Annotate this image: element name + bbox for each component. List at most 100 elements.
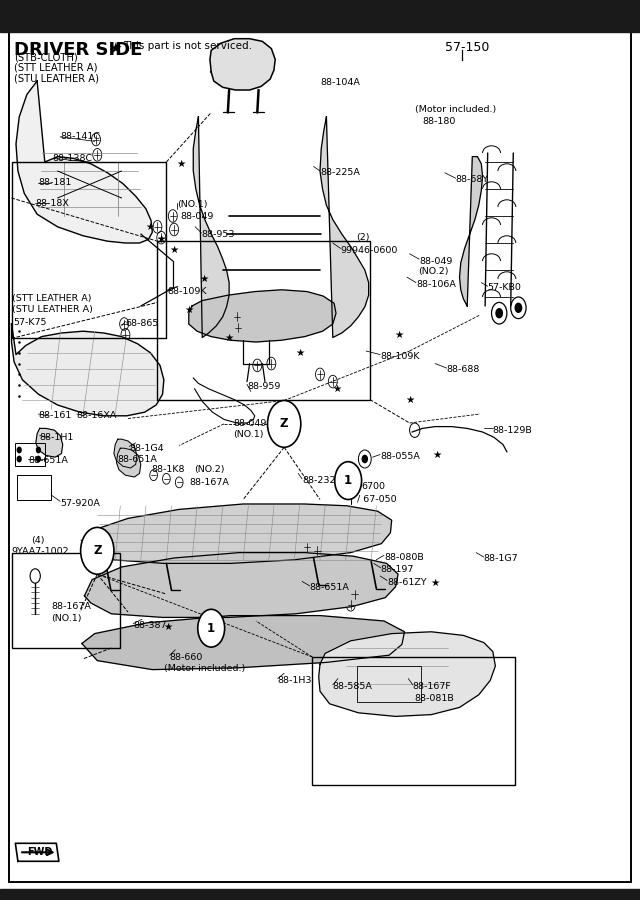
Text: 88-1K8: 88-1K8 [151, 465, 184, 474]
Text: (4): (4) [31, 536, 44, 544]
Circle shape [36, 447, 40, 453]
Polygon shape [114, 439, 137, 468]
Text: ★: ★ [145, 221, 154, 232]
Text: 88-660: 88-660 [170, 652, 203, 662]
Text: ★: ★ [157, 234, 166, 245]
Text: 88-18X: 88-18X [35, 199, 69, 208]
Text: ★: ★ [405, 394, 414, 405]
Polygon shape [90, 504, 392, 563]
Text: 88-109K: 88-109K [380, 352, 420, 361]
Text: (NO.2): (NO.2) [418, 267, 449, 276]
Circle shape [81, 527, 114, 574]
Polygon shape [193, 117, 229, 338]
Text: ★: ★ [164, 622, 173, 633]
Text: 88-1H3: 88-1H3 [278, 676, 312, 685]
Bar [15, 443, 45, 466]
Text: (NO.1): (NO.1) [233, 430, 264, 439]
Text: (Motor included.): (Motor included.) [164, 664, 245, 673]
Text: 88-049: 88-049 [419, 256, 452, 266]
Circle shape [17, 447, 21, 453]
Text: 88-959: 88-959 [247, 382, 280, 391]
Bar [12, 162, 166, 338]
Text: ★: ★ [184, 304, 193, 315]
Text: 88-16XA: 88-16XA [77, 411, 117, 420]
Bar [357, 666, 421, 702]
Text: 88-141C: 88-141C [60, 132, 100, 141]
Text: 88-109K: 88-109K [168, 287, 207, 296]
Circle shape [198, 609, 225, 647]
Bar [0, 889, 640, 900]
Polygon shape [460, 157, 483, 306]
Text: (STU LEATHER A): (STU LEATHER A) [14, 74, 99, 84]
Bar [17, 475, 51, 500]
Text: ★: ★ [108, 41, 121, 57]
Text: 1: 1 [207, 622, 215, 634]
Text: 88-138C: 88-138C [52, 154, 93, 163]
Text: 88-61ZY: 88-61ZY [387, 578, 427, 587]
Text: 88-1H1: 88-1H1 [40, 433, 74, 442]
Text: 88-129B: 88-129B [493, 426, 532, 435]
Text: ★: ★ [431, 578, 440, 589]
Text: 1: 1 [344, 474, 352, 487]
Text: ★: ★ [176, 158, 185, 169]
Text: 88-080B: 88-080B [384, 553, 424, 562]
Text: (Motor included.): (Motor included.) [415, 105, 496, 114]
Text: 88-953: 88-953 [202, 230, 235, 239]
Text: This part is not serviced.: This part is not serviced. [123, 41, 252, 51]
Text: (NO.1): (NO.1) [51, 614, 82, 623]
Text: 6700: 6700 [361, 482, 385, 491]
Text: ★: ★ [295, 347, 304, 358]
Text: 88-197: 88-197 [381, 565, 414, 574]
Circle shape [496, 309, 502, 318]
Text: 88-180: 88-180 [422, 117, 456, 126]
Text: (STB-CLOTH): (STB-CLOTH) [14, 52, 78, 62]
Polygon shape [116, 448, 141, 477]
Text: ★: ★ [394, 329, 403, 340]
Text: ★: ★ [225, 333, 234, 344]
Text: 9YAA7-1002: 9YAA7-1002 [12, 547, 69, 556]
Text: 88-167F: 88-167F [413, 682, 452, 691]
Text: 88-225A: 88-225A [320, 168, 360, 177]
Text: 57-KB0: 57-KB0 [488, 284, 522, 292]
Text: 57-920A: 57-920A [60, 499, 100, 508]
Polygon shape [84, 553, 398, 617]
Text: (STU LEATHER A): (STU LEATHER A) [12, 305, 92, 314]
Text: 88-104A: 88-104A [320, 78, 360, 87]
Polygon shape [16, 81, 152, 243]
Text: DRIVER SIDE: DRIVER SIDE [14, 41, 143, 59]
Circle shape [515, 303, 522, 312]
Text: (STT LEATHER A): (STT LEATHER A) [12, 294, 91, 303]
Circle shape [36, 456, 40, 462]
Text: 88-387: 88-387 [133, 621, 166, 630]
Text: 88-181: 88-181 [38, 178, 72, 187]
Text: 57-K75: 57-K75 [13, 318, 46, 327]
Circle shape [17, 456, 21, 462]
Polygon shape [12, 324, 164, 416]
Polygon shape [210, 39, 275, 90]
Text: 88-049: 88-049 [180, 212, 214, 221]
Text: 88-049: 88-049 [233, 419, 266, 428]
Text: ★: ★ [432, 450, 441, 461]
Bar [0, 0, 640, 32]
Bar [157, 241, 370, 400]
Text: Z: Z [93, 544, 102, 557]
Circle shape [268, 400, 301, 447]
Text: 88-167A: 88-167A [189, 478, 229, 487]
Text: FWD: FWD [27, 847, 52, 858]
Polygon shape [320, 117, 369, 338]
Bar [12, 553, 120, 648]
Text: Z: Z [280, 418, 289, 430]
Text: 68-865: 68-865 [125, 319, 159, 328]
Text: 88-167A: 88-167A [51, 602, 91, 611]
Text: ★: ★ [170, 245, 179, 256]
Text: 88-106A: 88-106A [416, 280, 456, 289]
Text: 88-68Y: 88-68Y [456, 176, 489, 184]
Text: 57-150: 57-150 [445, 41, 489, 54]
Circle shape [362, 455, 367, 463]
Text: 88-688: 88-688 [447, 365, 480, 374]
Text: (NO.2): (NO.2) [194, 465, 225, 474]
Text: 88-651A: 88-651A [118, 454, 157, 464]
Text: 99946-0600: 99946-0600 [340, 246, 398, 255]
Text: (NO.1): (NO.1) [177, 200, 207, 209]
Text: ★: ★ [199, 274, 208, 284]
